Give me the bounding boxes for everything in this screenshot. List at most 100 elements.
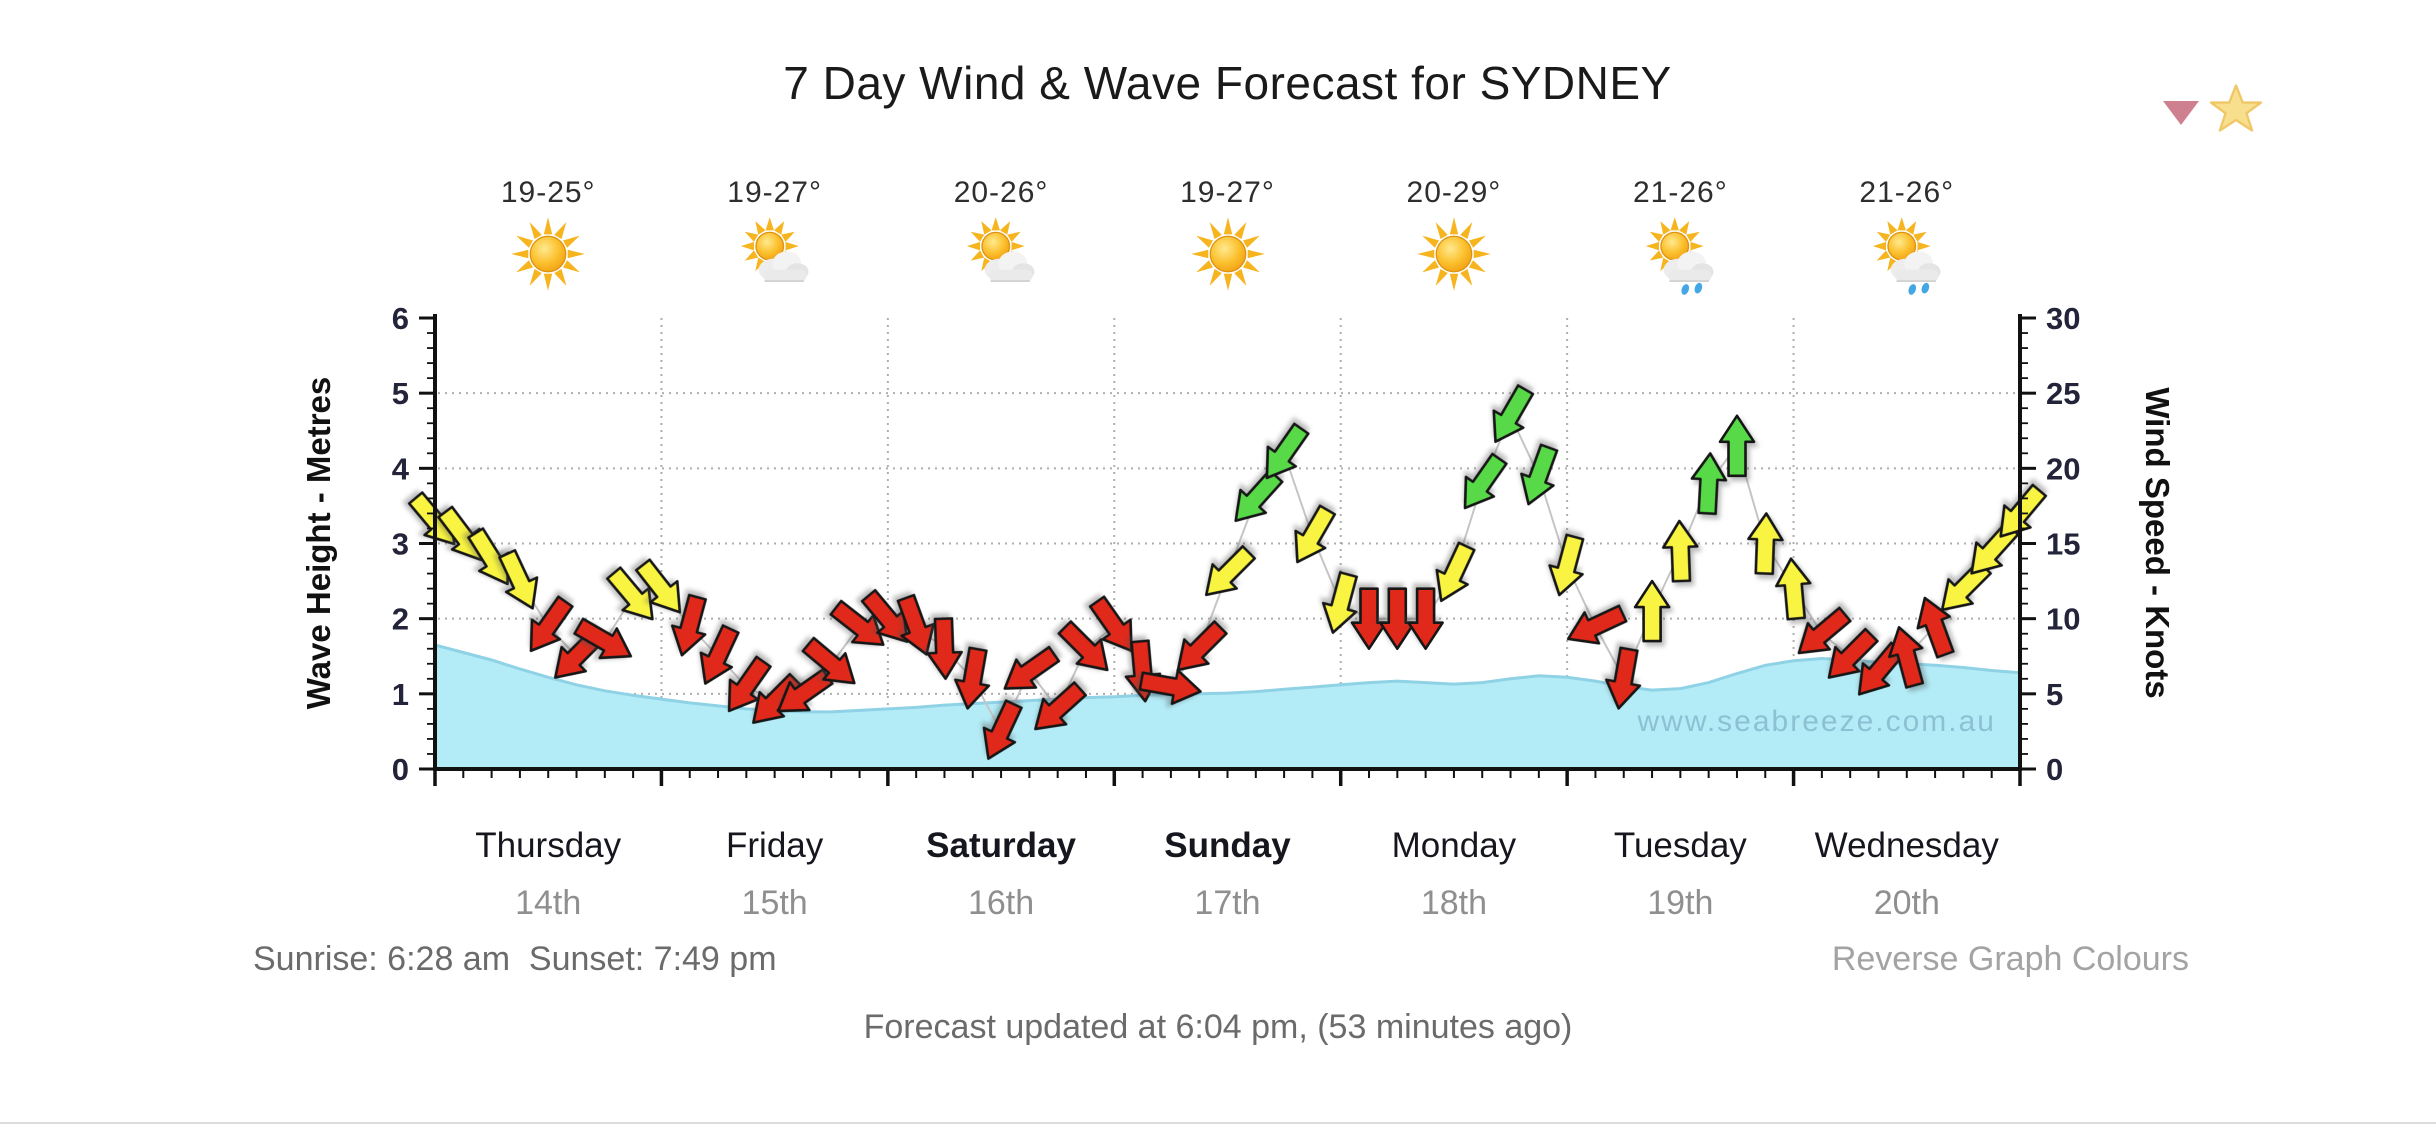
day-temperature: 21-26° (1859, 176, 1955, 209)
day-name: Sunday (1164, 826, 1291, 865)
wind-arrow (606, 566, 654, 621)
right-axis-tick-label: 15 (2046, 527, 2080, 562)
wind-arrow (1176, 620, 1228, 672)
wind-arrow (529, 595, 574, 653)
cloud-icon (758, 251, 809, 282)
left-axis-tick-label: 0 (392, 752, 409, 787)
right-axis-tick-label: 0 (2046, 752, 2063, 787)
wind-arrow (1057, 620, 1109, 672)
cloud-icon (1890, 251, 1941, 282)
wind-arrow (1265, 422, 1310, 480)
day-name: Thursday (475, 826, 622, 865)
watermark: www.seabreeze.com.au (1637, 705, 1997, 738)
wind-arrow (1034, 681, 1087, 731)
wind-arrow (1321, 571, 1358, 634)
wind-arrow (829, 599, 885, 646)
right-axis-tick-label: 10 (2046, 602, 2080, 637)
sunny-icon (1412, 212, 1496, 296)
wind-arrow (1827, 627, 1879, 679)
wind-arrow (954, 646, 991, 710)
wind-arrow (1747, 512, 1784, 576)
day-date: 19th (1647, 884, 1714, 922)
axis-tick-labels: 0 1 2 3 4 5 6 0 5 10 15 20 25 30 (392, 301, 2081, 787)
wind-arrow (896, 593, 935, 656)
left-axis-tick-label: 3 (392, 527, 409, 562)
forecast-updated-text: Forecast updated at 6:04 pm, (53 minutes… (863, 1008, 1573, 1046)
wind-arrow (573, 617, 633, 660)
day-temperature: 20-26° (953, 176, 1049, 209)
sunny-icon (506, 212, 590, 296)
day-temperature: 19-27° (727, 176, 822, 209)
day-name: Monday (1391, 826, 1517, 865)
right-axis-tick-label: 30 (2046, 301, 2080, 336)
wind-arrow (1548, 533, 1585, 597)
wind-arrow (1492, 384, 1535, 443)
wind-arrow (670, 593, 707, 657)
collapse-triangle-icon[interactable] (2162, 100, 2200, 131)
cloud-icon (984, 251, 1035, 282)
wind-arrow (1407, 587, 1444, 651)
wind-arrow (1520, 443, 1559, 506)
day-name: Friday (726, 826, 824, 865)
reverse-graph-colours-link[interactable]: Reverse Graph Colours (1831, 940, 2189, 978)
cloud-icon (1663, 251, 1714, 282)
day-date: 15th (741, 884, 808, 922)
wind-arrow (1888, 626, 1925, 689)
wind-arrow (801, 636, 856, 685)
wind-arrow (1138, 668, 1202, 706)
day-temperature: 19-27° (1180, 176, 1275, 209)
day-temperature: 20-29° (1406, 176, 1502, 209)
wind-arrow (1234, 469, 1284, 522)
left-axis-label: Wave Height - Metres (300, 377, 337, 710)
day-temperature: 21-26° (1632, 176, 1728, 209)
page-title: 7 Day Wind & Wave Forecast for SYDNEY (783, 57, 1672, 109)
corner-icons (2150, 82, 2310, 142)
wind-arrow (926, 617, 963, 680)
wind-arrow (1566, 604, 1628, 645)
left-axis-tick-label: 1 (392, 677, 409, 712)
day-name: Saturday (926, 826, 1076, 865)
wind-arrow (1294, 504, 1337, 564)
wind-arrow (982, 699, 1023, 760)
wind-arrow (727, 655, 772, 713)
day-name: Tuesday (1613, 826, 1747, 865)
favourite-star-icon[interactable] (2208, 82, 2264, 143)
showers-icon (1638, 212, 1722, 296)
wind-arrow (1690, 452, 1728, 516)
day-date: 16th (967, 884, 1035, 922)
right-axis-tick-label: 20 (2046, 451, 2080, 486)
wind-arrow (634, 558, 682, 614)
right-axis-tick-label: 25 (2046, 376, 2080, 411)
day-name: Wednesday (1814, 826, 1999, 865)
day-date: 20th (1873, 884, 1940, 922)
right-axis-tick-label: 5 (2046, 677, 2063, 712)
wind-arrow (1204, 545, 1257, 597)
left-axis-tick-label: 2 (392, 602, 409, 637)
wind-arrow (437, 505, 483, 562)
partly-cloudy-icon (733, 212, 817, 296)
wind-arrow (1003, 645, 1061, 690)
wind-arrow (1435, 541, 1476, 603)
day-date: 17th (1194, 884, 1261, 922)
wind-arrow (1797, 606, 1852, 655)
left-axis-tick-label: 5 (392, 376, 409, 411)
wind-arrow (1775, 557, 1812, 621)
wind-arrow (498, 549, 539, 610)
wind-arrow (1088, 595, 1133, 653)
wind-arrow (1661, 519, 1699, 583)
left-axis-tick-label: 4 (392, 451, 410, 486)
page-bottom-divider (0, 1122, 2436, 1124)
right-axis-label: Wind Speed - Knots (2139, 387, 2176, 698)
wind-arrow (1605, 646, 1642, 710)
day-date: 14th (515, 884, 582, 922)
axes (419, 314, 2036, 786)
partly-cloudy-icon (959, 212, 1043, 296)
wind-arrow (1999, 483, 2048, 538)
showers-icon (1865, 212, 1949, 296)
wind-arrow (1718, 414, 1756, 478)
sunny-icon (1186, 212, 1270, 296)
wave-height-area (434, 643, 2021, 769)
wind-arrows (407, 384, 2048, 760)
wind-arrow (699, 624, 740, 685)
